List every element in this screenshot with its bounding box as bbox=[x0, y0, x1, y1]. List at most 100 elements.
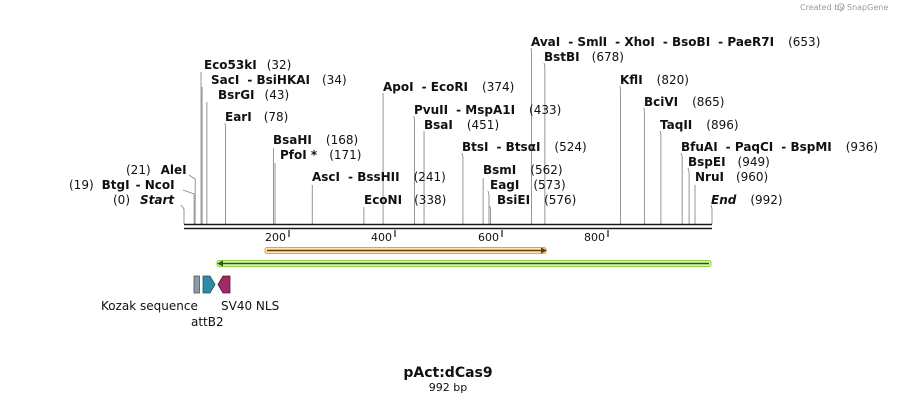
enzyme-bspmi: BspMI bbox=[790, 140, 831, 154]
enzyme-eco53ki: Eco53kI bbox=[204, 58, 257, 72]
site-btgi-ncoi[interactable]: (19) BtgI - NcoI bbox=[69, 178, 175, 192]
svg-text:End(992): End (992) bbox=[711, 193, 783, 207]
leader-line-eari bbox=[224, 122, 226, 224]
site-eari[interactable]: EarI (78) bbox=[225, 110, 288, 124]
site-bsai[interactable]: BsaI (451) bbox=[424, 118, 499, 132]
site-pfoi-position: (171) bbox=[329, 148, 361, 162]
leader-line-taqii bbox=[659, 130, 662, 224]
enzyme-bfuai: BfuAI bbox=[681, 140, 718, 154]
sv40-nls-arrow-icon bbox=[217, 275, 231, 294]
site-kfli[interactable]: KflI (820) bbox=[620, 73, 689, 87]
site-apoi-ecori[interactable]: ApoI - EcoRI (374) bbox=[383, 80, 514, 94]
enzyme-bsobi: BsoBI bbox=[672, 35, 710, 49]
site-bfuai-group[interactable]: BfuAI - PaqCI - BspMI (936) bbox=[681, 140, 878, 154]
svg-text:BsiEI(576): BsiEI (576) bbox=[497, 193, 576, 207]
enzyme-bcivi: BciVI bbox=[644, 95, 678, 109]
site-nrui-position: (960) bbox=[736, 170, 768, 184]
svg-text:PfoI *(171): PfoI * (171) bbox=[280, 148, 361, 162]
svg-text:BsrGI(43): BsrGI (43) bbox=[218, 88, 289, 102]
kozak-sequence-box bbox=[193, 275, 200, 294]
enzyme-ecori: EcoRI bbox=[431, 80, 468, 94]
enzyme-bsai: BsaI bbox=[424, 118, 453, 132]
enzyme-alei: AleI bbox=[161, 163, 187, 177]
enzyme-bsshii: BssHII bbox=[357, 170, 399, 184]
site-avai-group[interactable]: AvaI - SmlI - XhoI - BsoBI - PaeR7I (653) bbox=[531, 35, 820, 49]
enzyme-bsiei: BsiEI bbox=[497, 193, 530, 207]
svg-text:KflI(820): KflI (820) bbox=[620, 73, 689, 87]
plasmid-length: 992 bp bbox=[429, 381, 467, 394]
site-pfoi[interactable]: PfoI * (171) bbox=[280, 148, 361, 162]
site-asci-position: (241) bbox=[414, 170, 446, 184]
ruler-label-200: 200 bbox=[265, 231, 286, 244]
watermark-created-by: Created by bbox=[800, 3, 844, 12]
site-bsiei[interactable]: BsiEI (576) bbox=[497, 193, 576, 207]
feature-attb2[interactable]: attB2 bbox=[191, 275, 224, 329]
site-eagi-position: (573) bbox=[533, 178, 565, 192]
leader-line-bspei bbox=[687, 167, 690, 224]
enzyme-ncoi: NcoI bbox=[145, 178, 175, 192]
enzyme-xhoi: XhoI bbox=[624, 35, 655, 49]
feature-kozak-sequence[interactable]: Kozak sequence bbox=[101, 275, 200, 313]
leader-line-eagi bbox=[487, 190, 490, 224]
svg-text:AvaI- SmlI- XhoI- BsoBI- PaeR7: AvaI - SmlI - XhoI - BsoBI - PaeR7I (653) bbox=[531, 35, 820, 49]
site-bcivi[interactable]: BciVI (865) bbox=[644, 95, 724, 109]
leader-line-btsi bbox=[461, 152, 464, 224]
leader-line-btgi bbox=[182, 189, 195, 224]
svg-text:AscI- BssHII(241): AscI - BssHII (241) bbox=[312, 170, 446, 184]
feature-sv40-nls[interactable]: SV40 NLS bbox=[217, 275, 279, 313]
svg-text:BfuAI- PaqCI- BspMI(936): BfuAI - PaqCI - BspMI (936) bbox=[681, 140, 878, 154]
orf-green[interactable] bbox=[216, 260, 712, 267]
site-bsrgi[interactable]: BsrGI (43) bbox=[218, 88, 289, 102]
site-eco53ki[interactable]: Eco53kI (32) bbox=[204, 58, 291, 72]
enzyme-bsmi: BsmI bbox=[483, 163, 516, 177]
site-bsai-position: (451) bbox=[467, 118, 499, 132]
enzyme-bspei: BspEI bbox=[688, 155, 726, 169]
enzyme-eari: EarI bbox=[225, 110, 252, 124]
site-alei[interactable]: (21) AleI bbox=[126, 163, 187, 177]
site-apoi-position: (374) bbox=[482, 80, 514, 94]
site-taqii[interactable]: TaqII (896) bbox=[660, 118, 739, 132]
leader-line-start bbox=[180, 204, 185, 224]
enzyme-taqii: TaqII bbox=[660, 118, 692, 132]
site-econi[interactable]: EcoNI (338) bbox=[364, 193, 446, 207]
svg-text:NruI(960): NruI (960) bbox=[695, 170, 768, 184]
site-bstbi[interactable]: BstBI (678) bbox=[544, 50, 624, 64]
site-bsahi[interactable]: BsaHI (168) bbox=[273, 133, 358, 147]
svg-text:EcoNI(338): EcoNI (338) bbox=[364, 193, 446, 207]
site-saci-bsihkai[interactable]: SacI - BsiHKAI (34) bbox=[211, 73, 347, 87]
sequence-backbone bbox=[184, 223, 712, 230]
site-bsmi[interactable]: BsmI (562) bbox=[483, 163, 563, 177]
site-end[interactable]: End (992) bbox=[711, 193, 783, 207]
enzyme-econi: EcoNI bbox=[364, 193, 402, 207]
enzyme-btgi: BtgI bbox=[102, 178, 130, 192]
site-leader-lines bbox=[180, 47, 713, 224]
site-bspei[interactable]: BspEI (949) bbox=[688, 155, 770, 169]
site-start-position: (0) bbox=[113, 193, 130, 207]
svg-text:TaqII(896): TaqII (896) bbox=[660, 118, 739, 132]
plasmid-name: pAct:dCas9 bbox=[403, 365, 492, 381]
enzyme-bstbi: BstBI bbox=[544, 50, 580, 64]
svg-text:BsaI(451): BsaI (451) bbox=[424, 118, 499, 132]
leader-line-bsiei bbox=[489, 205, 492, 224]
enzyme-mspa1i: MspA1I bbox=[465, 103, 515, 117]
svg-text:BstBI(678): BstBI (678) bbox=[544, 50, 624, 64]
site-pvuii-mspa1i[interactable]: PvuII - MspA1I (433) bbox=[414, 103, 561, 117]
ruler-label-400: 400 bbox=[371, 231, 392, 244]
site-asci-bsshii[interactable]: AscI - BssHII (241) bbox=[312, 170, 446, 184]
site-bsmi-position: (562) bbox=[530, 163, 562, 177]
orf-orange[interactable] bbox=[264, 247, 547, 254]
site-eagi[interactable]: EagI (573) bbox=[490, 178, 566, 192]
leader-line-avai bbox=[530, 47, 533, 224]
enzyme-bsihkai: BsiHKAI bbox=[257, 73, 311, 87]
svg-text:(19)BtgI- NcoI: (19) BtgI - NcoI bbox=[69, 178, 175, 192]
site-nrui[interactable]: NruI (960) bbox=[695, 170, 768, 184]
site-econi-position: (338) bbox=[414, 193, 446, 207]
site-alei-position: (21) bbox=[126, 163, 151, 177]
feature-label-attb2: attB2 bbox=[191, 315, 224, 329]
site-kfli-position: (820) bbox=[657, 73, 689, 87]
site-bcivi-position: (865) bbox=[692, 95, 724, 109]
site-avai-position: (653) bbox=[788, 35, 820, 49]
site-start[interactable]: (0) Start bbox=[113, 193, 175, 207]
site-btsi-btsai[interactable]: BtsI - BtsαI (524) bbox=[462, 140, 587, 154]
